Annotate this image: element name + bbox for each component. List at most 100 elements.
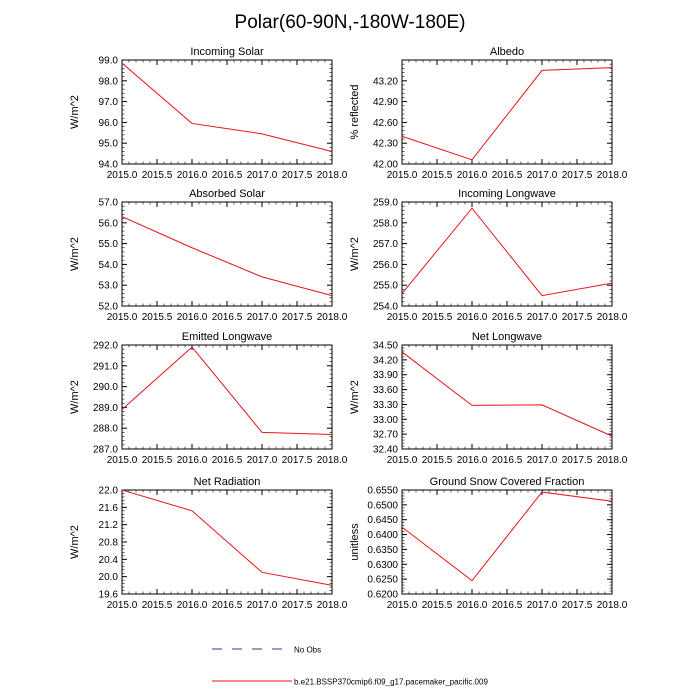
x-tick-label: 2016.0	[177, 455, 208, 466]
y-tick-label: 97.0	[99, 97, 119, 108]
y-tick-label: 0.6350	[367, 545, 398, 556]
y-tick-label: 34.20	[373, 355, 398, 366]
x-tick-label: 2016.0	[457, 455, 488, 466]
y-tick-label: 33.90	[373, 370, 398, 381]
x-tick-label: 2016.5	[212, 600, 243, 611]
y-tick-label: 42.60	[373, 118, 398, 129]
plot-frame	[401, 489, 613, 595]
y-tick-label: 32.40	[373, 445, 398, 456]
y-tick-label: 34.50	[373, 341, 398, 352]
y-tick-label: 0.6400	[367, 530, 398, 541]
x-tick-label: 2015.5	[422, 455, 453, 466]
x-tick-label: 2015.0	[387, 312, 418, 323]
series-line	[401, 67, 613, 161]
chart-panel: Net Longwave 2015.0 2015.5 2016.0 2016.5 2017…	[349, 331, 628, 466]
y-tick-label: 256.0	[373, 260, 398, 271]
chart-title: Net Longwave	[472, 331, 542, 343]
x-tick-label: 2017.5	[562, 170, 593, 181]
x-tick-label: 2015.0	[107, 170, 138, 181]
x-tick-label: 2016.5	[212, 170, 243, 181]
chart-title: Ground Snow Covered Fraction	[430, 476, 585, 488]
y-axis-label: W/m^2	[69, 95, 81, 129]
x-tick-label: 2018.0	[317, 312, 348, 323]
chart-title: Incoming Solar	[190, 46, 264, 58]
y-tick-label: 257.0	[373, 239, 398, 250]
y-tick-label: 53.0	[99, 281, 119, 292]
chart-title: Albedo	[490, 46, 524, 58]
chart-title: Emitted Longwave	[182, 331, 273, 343]
chart-title: Incoming Longwave	[458, 188, 556, 200]
x-tick-label: 2017.5	[282, 170, 313, 181]
x-tick-label: 2015.0	[107, 455, 138, 466]
x-tick-label: 2018.0	[597, 455, 628, 466]
x-tick-label: 2015.5	[422, 170, 453, 181]
x-tick-label: 2017.0	[247, 455, 278, 466]
x-tick-label: 2015.5	[142, 312, 173, 323]
y-tick-label: 98.0	[99, 76, 119, 87]
y-tick-label: 255.0	[373, 281, 398, 292]
y-tick-label: 0.6250	[367, 575, 398, 586]
x-tick-label: 2016.5	[492, 600, 523, 611]
x-tick-label: 2018.0	[597, 600, 628, 611]
y-tick-label: 95.0	[99, 139, 119, 150]
x-tick-label: 2017.0	[247, 170, 278, 181]
y-tick-label: 33.30	[373, 400, 398, 411]
legend-label: b.e21.BSSP370cmip6.f09_g17.pacemaker_pac…	[294, 678, 488, 687]
x-tick-label: 2018.0	[317, 600, 348, 611]
x-tick-label: 2015.5	[422, 312, 453, 323]
y-tick-label: 96.0	[99, 118, 119, 129]
x-tick-label: 2015.0	[107, 312, 138, 323]
x-tick-label: 2015.5	[142, 170, 173, 181]
x-tick-label: 2015.5	[142, 455, 173, 466]
series-line	[401, 491, 613, 582]
figure-title: Polar(60-90N,-180W-180E)	[235, 12, 466, 33]
y-tick-label: 42.00	[373, 160, 398, 171]
y-tick-label: 42.90	[373, 97, 398, 108]
plot-frame	[121, 59, 333, 165]
y-tick-label: 55.0	[99, 239, 119, 250]
x-tick-label: 2017.0	[247, 312, 278, 323]
x-tick-label: 2016.0	[457, 312, 488, 323]
y-axis-label: unitless	[349, 523, 361, 561]
y-tick-label: 42.30	[373, 139, 398, 150]
chart-panel: Albedo 2015.0 2015.5 2016.0 2016.5 2017.0 2017…	[349, 46, 628, 181]
x-tick-label: 2016.0	[457, 600, 488, 611]
x-tick-label: 2016.5	[212, 312, 243, 323]
x-tick-label: 2016.0	[177, 312, 208, 323]
y-tick-label: 254.0	[373, 302, 398, 313]
y-tick-label: 287.0	[93, 445, 118, 456]
x-tick-label: 2018.0	[597, 170, 628, 181]
x-tick-label: 2016.5	[492, 170, 523, 181]
y-tick-label: 57.0	[99, 198, 119, 209]
x-tick-label: 2016.5	[212, 455, 243, 466]
x-tick-label: 2017.0	[247, 600, 278, 611]
y-tick-label: 0.6200	[367, 590, 398, 601]
chart-panel: Emitted Longwave 2015.0 2015.5 2016.0 2016.5…	[69, 331, 348, 466]
series-line	[121, 346, 333, 435]
y-tick-label: 33.60	[373, 385, 398, 396]
y-tick-label: 43.20	[373, 76, 398, 87]
y-tick-label: 20.4	[99, 555, 119, 566]
chart-title: Net Radiation	[194, 476, 261, 488]
chart-panel: Absorbed Solar 2015.0 2015.5 2016.0 2016.5 20…	[69, 188, 348, 323]
y-tick-label: 21.2	[99, 520, 119, 531]
x-tick-label: 2017.0	[527, 455, 558, 466]
x-tick-label: 2017.0	[527, 170, 558, 181]
chart-panel: Net Radiation 2015.0 2015.5 2016.0 2016.5 201…	[69, 476, 348, 611]
panels: Incoming Solar 2015.0 2015.5 2016.0 2016.5 20…	[69, 46, 628, 611]
plot-frame	[401, 201, 613, 307]
y-tick-label: 33.00	[373, 415, 398, 426]
y-tick-label: 52.0	[99, 302, 119, 313]
y-tick-label: 289.0	[93, 403, 118, 414]
series-line	[401, 207, 613, 297]
y-tick-label: 54.0	[99, 260, 119, 271]
chart-title: Absorbed Solar	[189, 188, 265, 200]
x-tick-label: 2017.5	[282, 600, 313, 611]
y-tick-label: 94.0	[99, 160, 119, 171]
y-tick-label: 21.6	[99, 503, 119, 514]
x-tick-label: 2016.0	[177, 170, 208, 181]
y-tick-label: 20.8	[99, 538, 119, 549]
y-axis-label: W/m^2	[349, 237, 361, 271]
x-tick-label: 2016.5	[492, 312, 523, 323]
